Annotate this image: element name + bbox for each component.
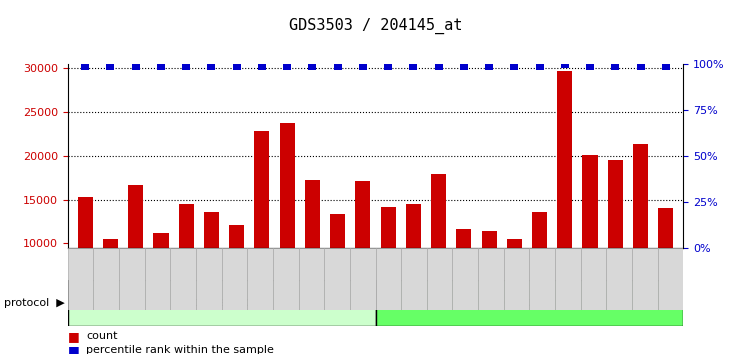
FancyBboxPatch shape xyxy=(452,248,478,310)
FancyBboxPatch shape xyxy=(196,248,222,310)
Text: after exercise: after exercise xyxy=(487,296,572,309)
Bar xyxy=(658,209,674,331)
Text: ■: ■ xyxy=(68,330,80,343)
FancyBboxPatch shape xyxy=(93,248,119,310)
Point xyxy=(584,63,596,68)
FancyBboxPatch shape xyxy=(376,248,401,310)
Text: ■: ■ xyxy=(68,344,80,354)
Point xyxy=(281,63,293,68)
FancyBboxPatch shape xyxy=(581,248,607,310)
Point xyxy=(508,63,520,68)
Point xyxy=(407,63,419,68)
Text: before exercise: before exercise xyxy=(173,296,270,309)
Point xyxy=(635,63,647,68)
Bar xyxy=(507,239,522,331)
FancyBboxPatch shape xyxy=(658,248,683,310)
FancyBboxPatch shape xyxy=(144,248,170,310)
FancyBboxPatch shape xyxy=(222,248,247,310)
Point xyxy=(306,63,318,68)
Point xyxy=(357,63,369,68)
FancyBboxPatch shape xyxy=(119,248,144,310)
Bar xyxy=(431,174,446,331)
FancyBboxPatch shape xyxy=(247,248,273,310)
Bar xyxy=(255,131,270,331)
Text: percentile rank within the sample: percentile rank within the sample xyxy=(86,346,274,354)
FancyBboxPatch shape xyxy=(478,248,504,310)
Point xyxy=(609,63,621,68)
Point xyxy=(180,63,192,68)
Point xyxy=(382,63,394,68)
FancyBboxPatch shape xyxy=(324,248,350,310)
FancyBboxPatch shape xyxy=(273,248,299,310)
Bar xyxy=(583,155,598,331)
Point xyxy=(458,63,470,68)
Bar xyxy=(128,185,143,331)
Point xyxy=(104,63,116,68)
Point xyxy=(483,63,495,68)
Text: protocol  ▶: protocol ▶ xyxy=(4,298,65,308)
Point xyxy=(533,63,545,68)
FancyBboxPatch shape xyxy=(555,248,581,310)
Bar xyxy=(381,207,396,331)
Bar xyxy=(179,204,194,331)
Point xyxy=(206,63,218,68)
Point xyxy=(80,63,92,68)
Point xyxy=(559,61,571,67)
Bar xyxy=(633,144,648,331)
FancyBboxPatch shape xyxy=(401,248,427,310)
FancyBboxPatch shape xyxy=(299,248,324,310)
Bar xyxy=(355,181,370,331)
FancyBboxPatch shape xyxy=(504,248,529,310)
FancyBboxPatch shape xyxy=(170,248,196,310)
FancyBboxPatch shape xyxy=(350,248,376,310)
Bar xyxy=(305,180,320,331)
Bar xyxy=(608,160,623,331)
Point xyxy=(433,63,445,68)
Text: GDS3503 / 204145_at: GDS3503 / 204145_at xyxy=(289,18,462,34)
FancyBboxPatch shape xyxy=(376,280,683,326)
Point xyxy=(659,63,671,68)
Bar xyxy=(279,123,294,331)
Bar xyxy=(457,229,472,331)
Point xyxy=(332,63,344,68)
Bar xyxy=(557,71,572,331)
Bar xyxy=(330,213,345,331)
Bar xyxy=(481,231,496,331)
Point xyxy=(256,63,268,68)
Bar xyxy=(532,212,547,331)
Bar xyxy=(229,225,244,331)
FancyBboxPatch shape xyxy=(427,248,452,310)
FancyBboxPatch shape xyxy=(68,248,93,310)
FancyBboxPatch shape xyxy=(607,248,632,310)
Point xyxy=(231,63,243,68)
Bar xyxy=(406,204,421,331)
FancyBboxPatch shape xyxy=(529,248,555,310)
Bar xyxy=(77,197,93,331)
Text: count: count xyxy=(86,331,118,341)
Bar xyxy=(103,239,118,331)
Point xyxy=(155,63,167,68)
Point xyxy=(130,63,142,68)
FancyBboxPatch shape xyxy=(68,280,376,326)
FancyBboxPatch shape xyxy=(632,248,658,310)
Bar xyxy=(153,233,168,331)
Bar xyxy=(204,212,219,331)
